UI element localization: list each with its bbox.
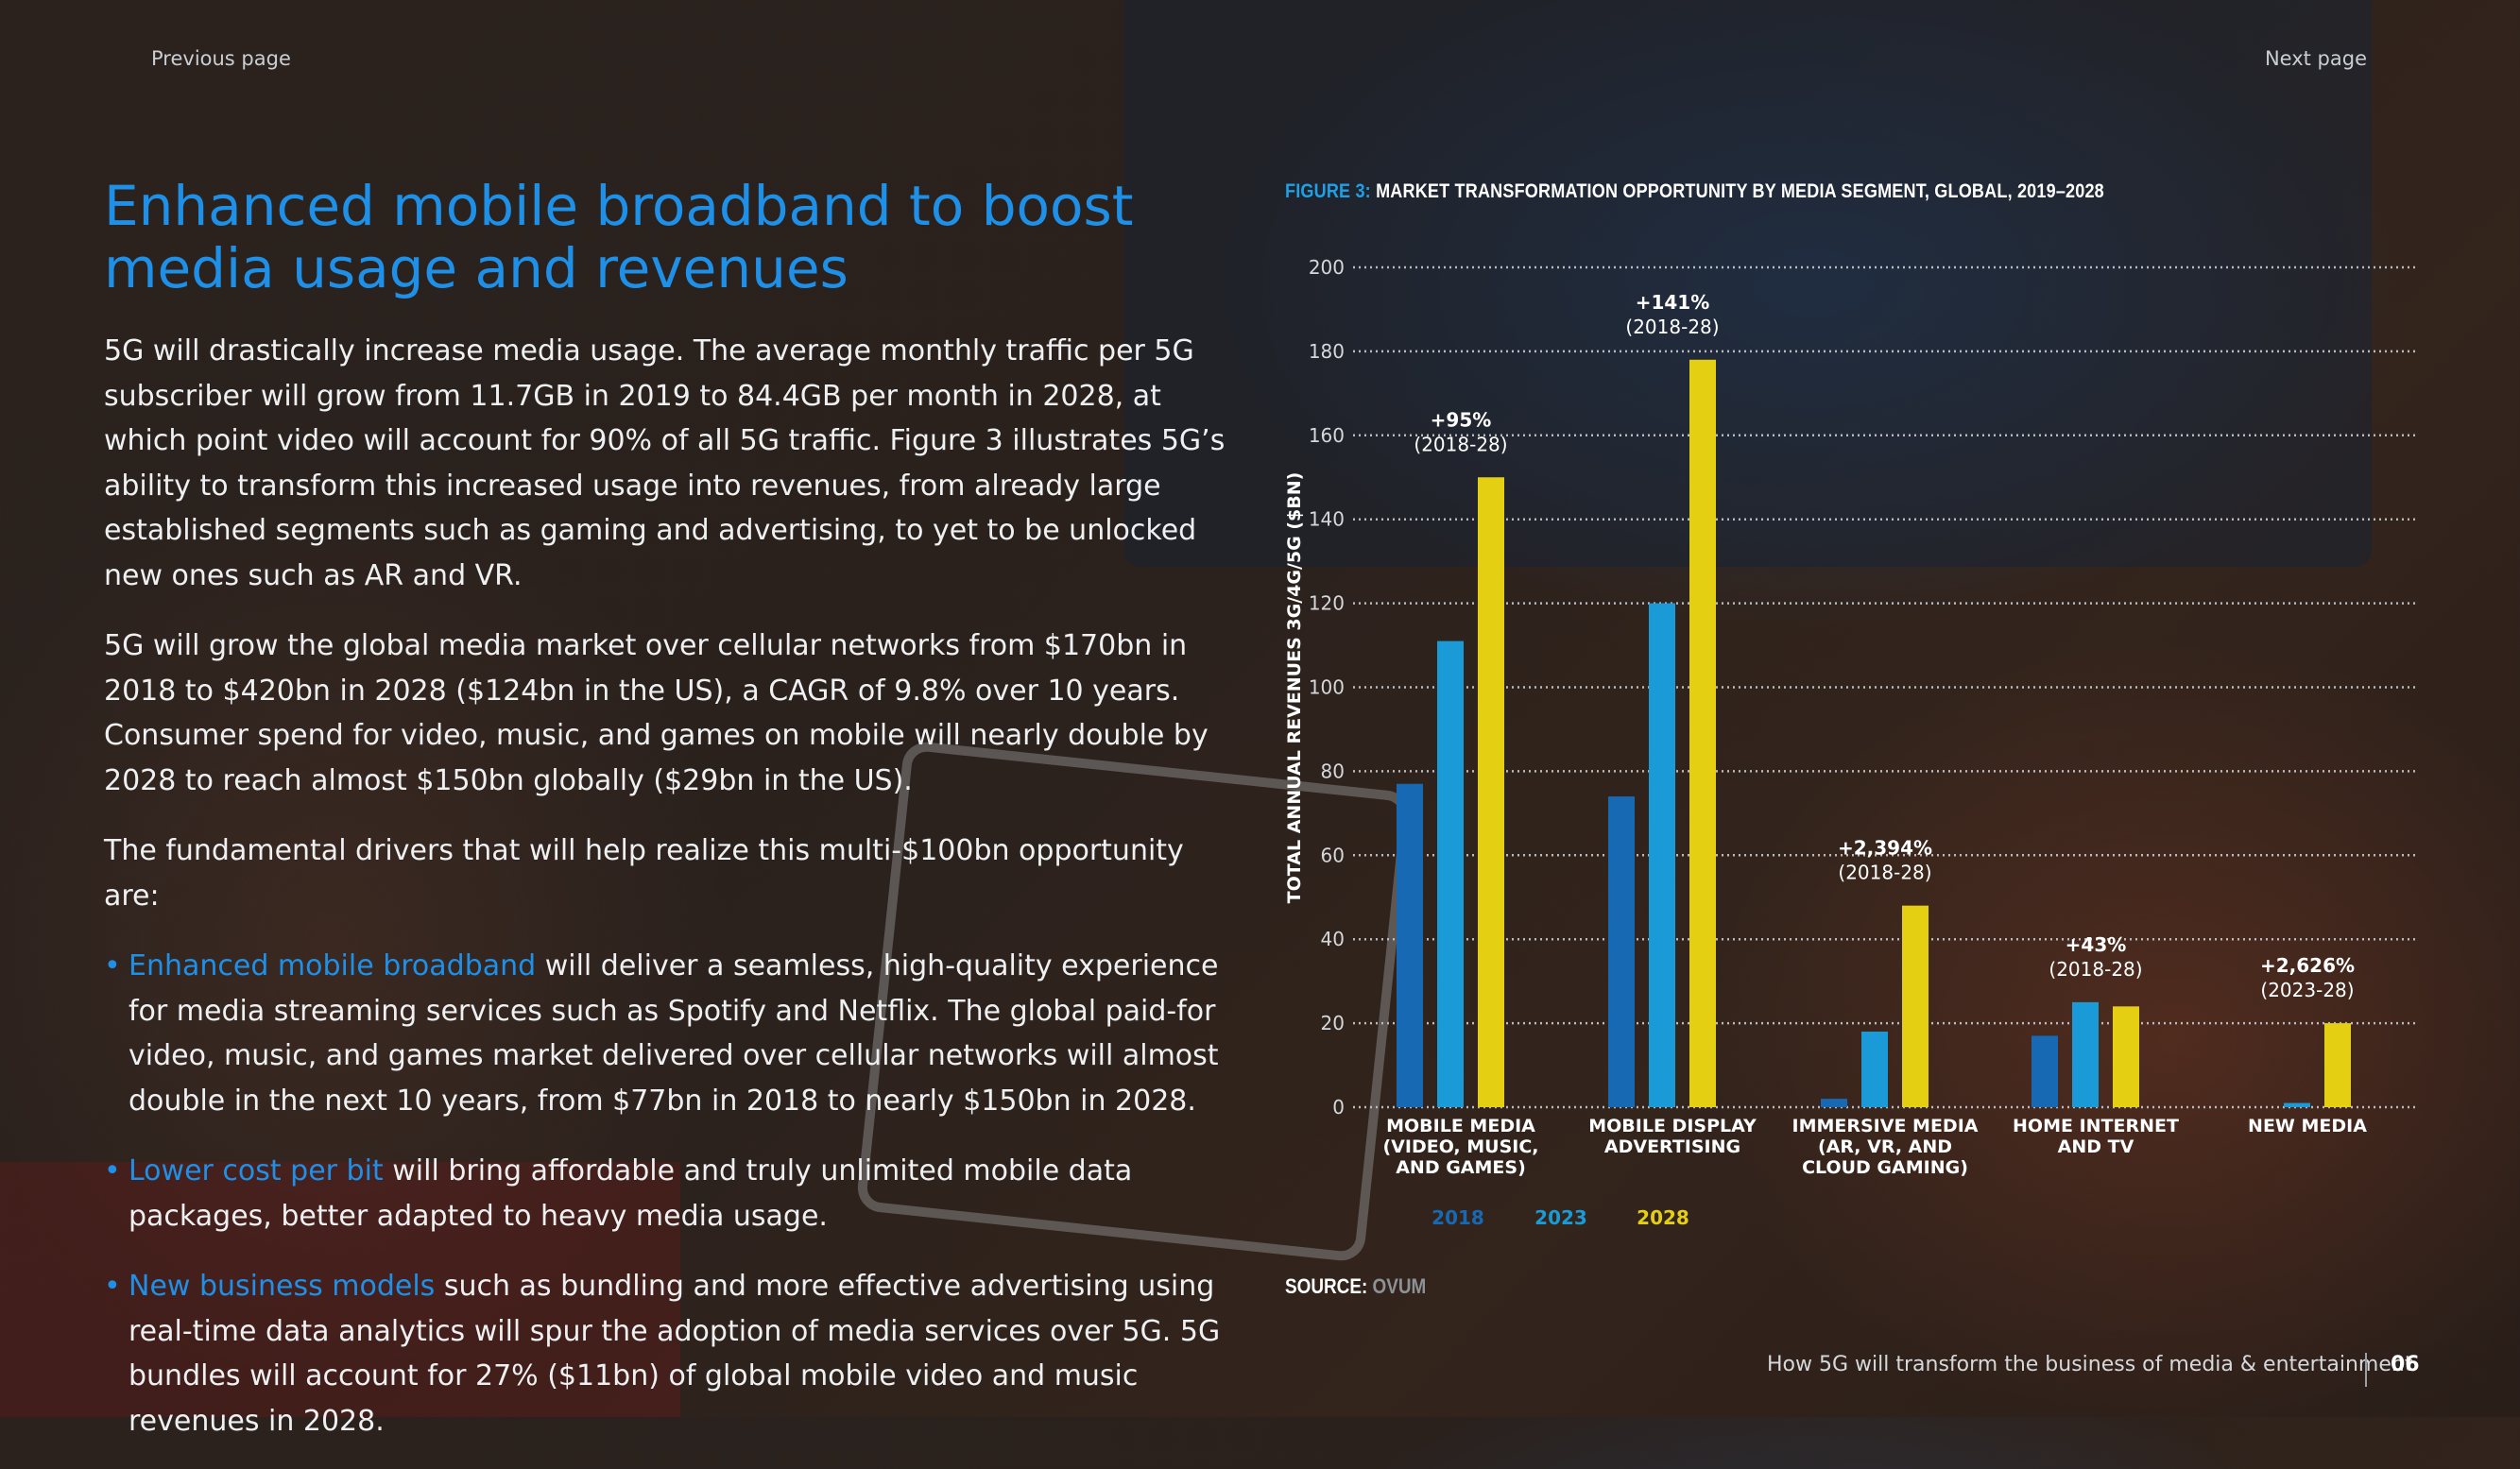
x-tick-label: AND TV: [2058, 1136, 2134, 1157]
highlight-text: Lower cost per bit: [129, 1154, 384, 1187]
bar-2028: [2113, 1006, 2139, 1107]
paragraph: 5G will drastically increase media usage…: [104, 334, 1226, 592]
growth-annotation: +2,626%: [2260, 954, 2355, 977]
growth-annotation: +141%: [1636, 291, 1710, 314]
footer-text: How 5G will transform the business of me…: [1767, 1353, 2413, 1376]
list-item: • Lower cost per bit will bring affordabl…: [104, 1149, 1238, 1238]
x-tick-label: HOME INTERNET: [2013, 1116, 2179, 1136]
source-value: OVUM: [1372, 1274, 1427, 1298]
y-tick-label: 20: [1321, 1012, 1345, 1034]
y-tick-label: 80: [1321, 760, 1345, 782]
x-tick-label: NEW MEDIA: [2248, 1116, 2367, 1136]
growth-period-annotation: (2018-28): [1625, 316, 1719, 338]
bar-2028: [2324, 1023, 2351, 1107]
bar-2023: [1437, 641, 1464, 1107]
list-item: • New business models such as bundling an…: [104, 1264, 1238, 1443]
bar-2023: [2072, 1001, 2099, 1107]
x-tick-label: MOBILE DISPLAY: [1588, 1116, 1757, 1136]
growth-period-annotation: (2023-28): [2260, 979, 2354, 1001]
list-item-text: will bring affordable and truly unlimite…: [129, 1154, 1133, 1233]
bar-2018: [1821, 1099, 1847, 1107]
background-sofa: [0, 1162, 680, 1417]
y-tick-label: 160: [1309, 424, 1345, 447]
growth-period-annotation: (2018-28): [1414, 433, 1507, 455]
x-tick-label: IMMERSIVE MEDIA: [1792, 1116, 1979, 1136]
bar-2023: [2284, 1102, 2310, 1107]
figure-title: FIGURE 3: MARKET TRANSFORMATION OPPORTUN…: [1285, 180, 2104, 203]
paragraph: 5G will grow the global media market ove…: [104, 629, 1209, 797]
bar-2028: [1689, 359, 1716, 1107]
y-tick-label: 100: [1309, 676, 1345, 699]
next-page-link[interactable]: Next page: [2264, 47, 2367, 70]
page-number: 06: [2391, 1353, 2420, 1376]
bullet-icon: •: [104, 1270, 121, 1303]
growth-period-annotation: (2018-28): [2049, 958, 2142, 981]
page-title: Enhanced mobile broadband to boost media…: [104, 174, 1134, 300]
legend-item-2028: 2028: [1637, 1206, 1689, 1229]
paragraph: The fundamental drivers that will help r…: [104, 834, 1184, 913]
y-axis-label: TOTAL ANNUAL REVENUES 3G/4G/5G ($BN): [1284, 472, 1305, 904]
x-tick-label: (VIDEO, MUSIC,: [1382, 1136, 1538, 1157]
highlight-text: Enhanced mobile broadband: [129, 949, 537, 982]
bar-chart: 0 20 40 60 80 100 120 140 160 180 200 TOTAL ANNUAL …: [1284, 256, 2415, 1229]
growth-annotation: +95%: [1431, 408, 1492, 431]
bar-2028: [1902, 905, 1929, 1107]
bar-2018: [1608, 796, 1635, 1107]
highlight-text: New business models: [129, 1270, 436, 1303]
bar-2018: [1397, 783, 1423, 1107]
body-text: 5G will drastically increase media usage…: [104, 329, 1238, 1469]
y-tick-label: 60: [1321, 844, 1345, 866]
previous-page-link[interactable]: Previous page: [151, 47, 291, 70]
background-tv-screen: [1124, 0, 2372, 567]
legend-item-2018: 2018: [1431, 1206, 1484, 1229]
x-tick-label: CLOUD GAMING): [1802, 1157, 1968, 1178]
legend-item-2023: 2023: [1534, 1206, 1587, 1229]
y-tick-label: 40: [1321, 928, 1345, 950]
chart-source: SOURCE: OVUM: [1285, 1274, 1426, 1299]
x-tick-label: AND GAMES): [1396, 1157, 1526, 1178]
growth-annotation: +2,394%: [1838, 837, 1932, 860]
driver-list: • Enhanced mobile broadband will deliver …: [104, 944, 1238, 1443]
y-tick-label: 140: [1309, 508, 1345, 531]
x-tick-label: (AR, VR, AND: [1818, 1136, 1952, 1157]
figure-label: FIGURE 3:: [1285, 180, 1371, 202]
bar-2018: [2031, 1035, 2058, 1107]
y-tick-label: 120: [1309, 592, 1345, 615]
bar-2028: [1478, 477, 1504, 1107]
bullet-icon: •: [104, 949, 121, 982]
x-tick-label: ADVERTISING: [1604, 1136, 1740, 1157]
growth-annotation: +43%: [2066, 933, 2127, 956]
source-label: SOURCE:: [1285, 1274, 1368, 1298]
y-tick-label: 0: [1332, 1096, 1345, 1119]
list-item: • Enhanced mobile broadband will deliver …: [104, 944, 1238, 1123]
bullet-icon: •: [104, 1154, 121, 1187]
bar-2023: [1861, 1031, 1888, 1107]
list-item-text: such as bundling and more effective adve…: [129, 1270, 1221, 1438]
footer-divider: [2365, 1353, 2367, 1387]
x-tick-label: MOBILE MEDIA: [1386, 1116, 1535, 1136]
y-tick-label: 200: [1309, 256, 1345, 279]
y-tick-label: 180: [1309, 340, 1345, 363]
growth-period-annotation: (2018-28): [1838, 862, 1931, 884]
figure-title-text: MARKET TRANSFORMATION OPPORTUNITY BY MED…: [1376, 180, 2104, 202]
bar-2023: [1649, 603, 1675, 1107]
list-item-text: will deliver a seamless, high-quality ex…: [129, 949, 1219, 1118]
